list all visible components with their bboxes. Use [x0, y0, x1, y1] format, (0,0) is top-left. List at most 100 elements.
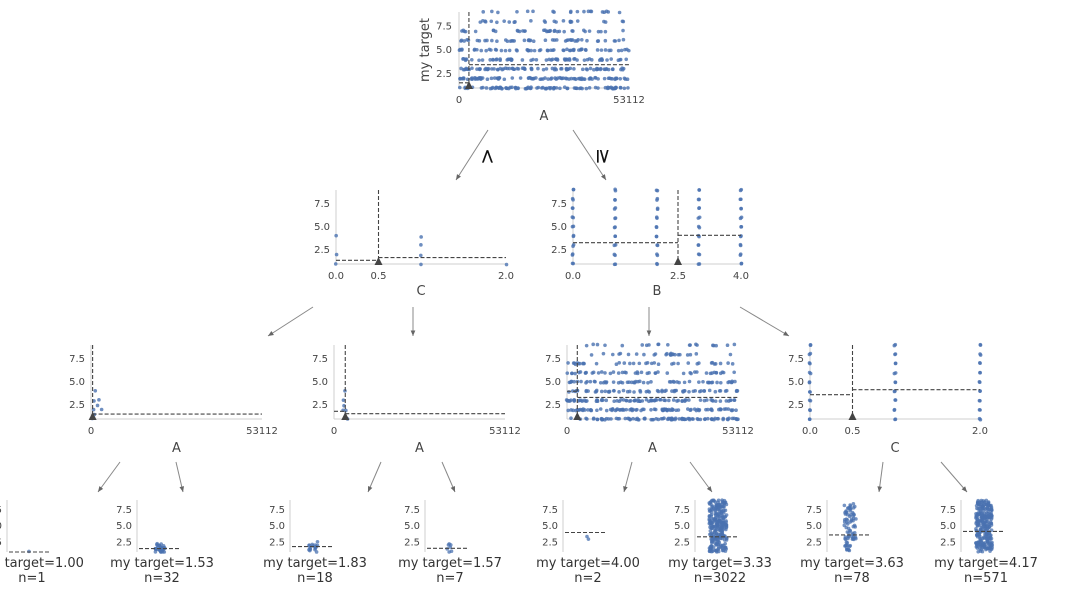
- data-point: [504, 86, 509, 90]
- data-point: [697, 380, 701, 384]
- data-point: [461, 67, 466, 72]
- data-point: [613, 188, 618, 193]
- data-point: [463, 57, 468, 62]
- data-point: [673, 388, 678, 393]
- data-point: [598, 380, 603, 385]
- data-point: [460, 29, 464, 33]
- data-point: [687, 417, 692, 422]
- data-point: [538, 48, 543, 52]
- leaf-point: [988, 507, 993, 511]
- data-point: [738, 216, 743, 221]
- x-tick-label: 53112: [489, 426, 521, 437]
- data-point: [500, 67, 505, 72]
- data-point: [549, 58, 554, 62]
- data-point: [518, 76, 523, 80]
- node-n4-plot: 2.5 5.0 7.5 0 53112 A: [312, 345, 521, 456]
- data-point: [584, 416, 588, 421]
- data-point: [724, 407, 728, 411]
- data-point: [592, 67, 596, 72]
- data-point: [658, 397, 663, 402]
- data-point: [641, 380, 646, 385]
- leaf-point: [713, 541, 717, 546]
- data-point: [623, 77, 628, 81]
- leaf-y-tick-label: 5.0: [542, 521, 558, 532]
- edge-arrowhead: [877, 486, 883, 492]
- data-point: [531, 77, 535, 81]
- data-point: [656, 362, 661, 367]
- data-point: [596, 77, 600, 81]
- split-marker: [674, 257, 682, 265]
- data-point: [527, 76, 531, 80]
- y-tick-label: 2.5: [69, 400, 85, 411]
- data-point: [893, 417, 898, 422]
- data-point: [514, 86, 518, 91]
- leaf-point: [709, 513, 714, 517]
- leaf-point: [844, 540, 849, 545]
- data-point: [612, 243, 617, 248]
- data-point: [505, 58, 510, 62]
- data-point: [477, 58, 481, 63]
- data-point: [649, 398, 653, 403]
- data-point: [522, 38, 527, 43]
- data-point: [721, 417, 725, 422]
- data-point: [575, 9, 580, 14]
- data-point: [629, 380, 634, 385]
- data-point: [661, 416, 665, 421]
- y-tick-label: 5.0: [788, 377, 804, 388]
- x-tick-label: 2.0: [972, 426, 988, 437]
- data-point: [636, 398, 641, 402]
- leaf-point: [709, 521, 714, 526]
- leaf-prediction-label: my target=4.17: [934, 556, 1038, 571]
- data-point: [572, 399, 577, 403]
- data-point: [642, 407, 646, 412]
- data-point: [676, 353, 681, 357]
- leaf-point: [315, 539, 320, 544]
- data-point: [642, 352, 646, 357]
- data-point: [647, 390, 652, 394]
- leaf-y-tick-label: 2.5: [269, 537, 285, 548]
- leaf-point: [716, 524, 720, 528]
- data-point: [726, 361, 730, 365]
- leaf-point: [723, 508, 728, 513]
- data-point: [575, 58, 579, 62]
- data-point: [570, 29, 574, 33]
- leaf-point: [847, 544, 852, 549]
- leaf-6: 2.5 5.0 7.5 my target=3.33n=3022: [668, 498, 772, 586]
- data-point: [473, 29, 478, 34]
- leaf-point: [989, 513, 994, 518]
- data-point: [607, 48, 611, 53]
- data-point: [617, 38, 621, 43]
- data-point: [654, 234, 659, 239]
- edge-arrowhead: [601, 174, 606, 180]
- data-point: [543, 20, 548, 24]
- data-point: [512, 67, 517, 72]
- data-point: [596, 29, 601, 34]
- data-point: [739, 206, 743, 211]
- data-point: [714, 370, 719, 375]
- data-point: [709, 417, 714, 421]
- data-point: [333, 262, 338, 266]
- data-point: [573, 77, 578, 82]
- data-point: [613, 408, 618, 413]
- data-point: [624, 398, 629, 403]
- data-point: [567, 57, 572, 61]
- data-point: [520, 66, 525, 71]
- data-point: [591, 342, 595, 347]
- tree-edge: [940, 461, 968, 493]
- data-point: [668, 408, 673, 413]
- data-point: [485, 77, 490, 81]
- data-point: [341, 398, 346, 402]
- node-n2-plot: 2.5 5.0 7.5 0.0 2.5 4.0 B: [551, 187, 749, 299]
- data-point: [684, 398, 688, 402]
- data-point: [344, 408, 348, 413]
- leaf-point: [715, 550, 719, 554]
- data-point: [495, 39, 499, 44]
- x-tick-label: 0.5: [845, 426, 861, 437]
- data-point: [676, 408, 681, 412]
- data-point: [499, 48, 504, 53]
- data-point: [704, 371, 709, 375]
- data-point: [602, 19, 606, 24]
- data-point: [892, 343, 897, 348]
- data-point: [739, 261, 744, 266]
- data-point: [470, 66, 474, 71]
